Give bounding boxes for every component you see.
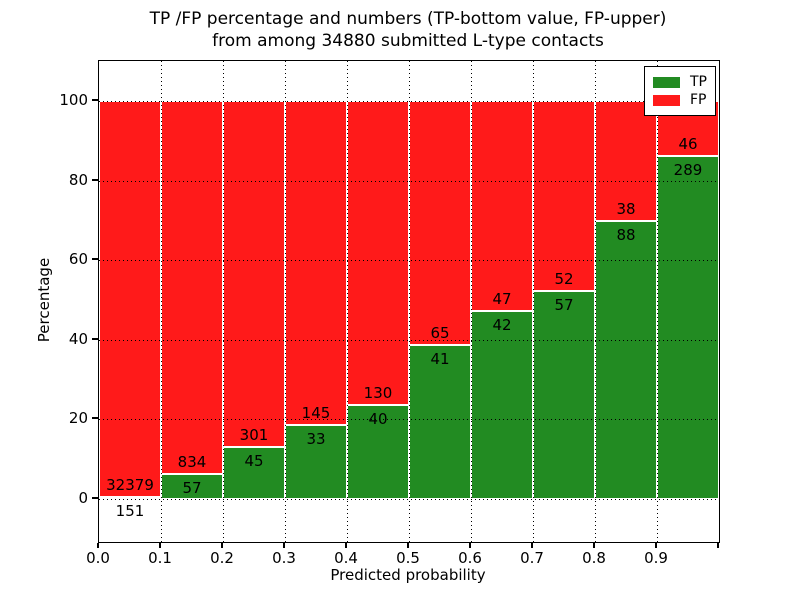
gridline-vertical [408, 61, 410, 542]
x-tick-mark [531, 543, 533, 548]
x-tick-label: 0.0 [86, 549, 110, 567]
x-tick-label: 0.4 [334, 549, 358, 567]
x-tick-mark [221, 543, 223, 548]
bar-tp-segment [223, 447, 285, 499]
tp-count-label: 151 [115, 502, 145, 521]
bar-fp-segment [223, 101, 285, 448]
gridline-horizontal [99, 180, 719, 182]
x-tick-mark [345, 543, 347, 548]
y-tick-mark [92, 337, 98, 340]
y-tick-mark [92, 497, 98, 499]
x-tick-mark [407, 543, 409, 548]
fp-count-label: 65 [430, 324, 450, 343]
gridline-horizontal [99, 260, 719, 262]
plot-area: TP FP 32379 151 834 57 301 45 145 33 130 40 65 41 47… [98, 60, 720, 543]
x-tick-label: 0.7 [520, 549, 544, 567]
x-tick-label: 0.9 [644, 549, 668, 567]
x-axis-label: Predicted probability [330, 566, 486, 584]
gridline-vertical [532, 61, 534, 542]
x-tick-label: 0.5 [396, 549, 420, 567]
legend-item-tp: TP [653, 74, 707, 90]
fp-count-label: 301 [239, 426, 269, 445]
x-tick-mark [283, 543, 285, 548]
y-tick-mark [92, 178, 98, 181]
legend-item-fp: FP [653, 92, 707, 108]
x-tick-mark [97, 543, 99, 548]
fp-count-label: 46 [678, 134, 698, 153]
gridline-vertical [656, 61, 658, 542]
bar-fp-segment [347, 101, 409, 406]
y-tick-label: 80 [68, 170, 88, 189]
bar-fp-segment [161, 101, 223, 474]
bar-fp-segment [471, 101, 533, 312]
x-tick-label: 0.6 [458, 549, 482, 567]
gridline-vertical [160, 61, 162, 542]
fp-count-label: 145 [301, 404, 331, 423]
bar-fp-segment [409, 101, 471, 346]
x-tick-label: 0.8 [582, 549, 606, 567]
bar-tp-segment [657, 155, 719, 499]
x-tick-mark [655, 543, 657, 548]
bar-fp-segment [99, 101, 161, 498]
x-tick-label: 0.3 [272, 549, 296, 567]
gridline-vertical [284, 61, 286, 542]
fp-count-label: 47 [492, 290, 512, 309]
fp-swatch [653, 94, 680, 106]
x-tick-mark [593, 543, 595, 548]
bar-fp-segment [533, 101, 595, 291]
gridline-horizontal [99, 419, 719, 421]
tp-count-label: 41 [430, 350, 450, 369]
tp-swatch [653, 76, 680, 88]
tp-count-label: 57 [182, 478, 202, 497]
chart-title: TP /FP percentage and numbers (TP-bottom… [98, 8, 718, 52]
chart-title-line2: from among 34880 submitted L-type contac… [212, 31, 604, 51]
y-tick-mark [92, 417, 98, 420]
bar-fp-segment [285, 101, 347, 426]
tp-count-label: 42 [492, 316, 512, 335]
gridline-vertical [346, 61, 348, 542]
fp-count-label: 52 [554, 269, 574, 288]
bar-fp-segment [595, 101, 657, 222]
gridline-vertical [222, 61, 224, 542]
y-tick-mark [92, 258, 98, 261]
gridline-vertical [594, 61, 596, 542]
tp-count-label: 57 [554, 295, 574, 314]
tp-count-label: 88 [616, 226, 636, 245]
gridline-horizontal [99, 101, 719, 102]
chart-title-line1: TP /FP percentage and numbers (TP-bottom… [149, 9, 667, 29]
fp-count-label: 834 [177, 452, 207, 471]
tp-count-label: 33 [306, 430, 326, 449]
fp-count-label: 32379 [106, 476, 154, 495]
y-tick-label: 60 [68, 250, 88, 269]
y-axis-label: Percentage [35, 257, 53, 343]
y-tick-label: 0 [78, 489, 88, 507]
tp-count-label: 289 [673, 160, 703, 179]
gridline-horizontal [99, 499, 719, 500]
y-tick-mark [92, 99, 98, 101]
bar-tp-segment [595, 221, 657, 499]
gridline-vertical [470, 61, 472, 542]
legend: TP FP [644, 66, 716, 116]
y-tick-label: 20 [68, 409, 88, 428]
bar-tp-segment [471, 311, 533, 499]
x-tick-label: 0.2 [210, 549, 234, 567]
legend-label-fp: FP [690, 92, 707, 108]
fp-count-label: 130 [363, 384, 393, 403]
x-tick-mark [717, 543, 719, 548]
tp-count-label: 45 [244, 452, 264, 471]
gridline-horizontal [99, 339, 719, 341]
fp-count-label: 38 [616, 200, 636, 219]
x-tick-mark [159, 543, 161, 548]
y-tick-label: 40 [68, 329, 88, 348]
x-tick-label: 0.1 [148, 549, 172, 567]
tp-count-label: 40 [368, 410, 388, 429]
x-tick-mark [469, 543, 471, 548]
legend-label-tp: TP [690, 74, 707, 90]
bar-tp-segment [533, 290, 595, 499]
bar-tp-segment [409, 345, 471, 499]
y-tick-label: 100 [59, 91, 88, 109]
